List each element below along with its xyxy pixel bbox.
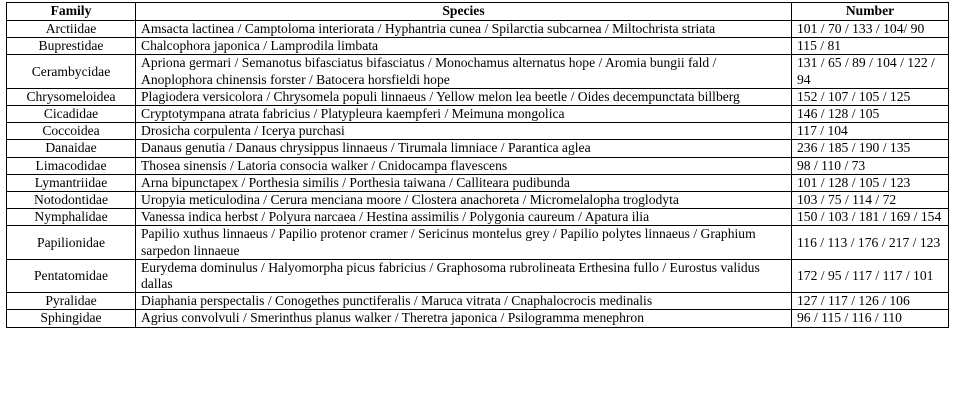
- species-cell: Amsacta lactinea / Camptoloma interiorat…: [135, 19, 792, 39]
- number-cell: 115 / 81: [791, 37, 949, 56]
- table-row: Arctiidae Amsacta lactinea / Camptoloma i…: [6, 19, 949, 39]
- family-cell: Notodontidae: [6, 191, 136, 210]
- number-cell: 101 / 70 / 133 / 104/ 90: [791, 19, 949, 39]
- table-row: Pentatomidae Eurydema dominulus / Halyomo…: [6, 258, 949, 294]
- species-cell: Vanessa indica herbst / Polyura narcaea …: [135, 208, 792, 227]
- table-row: Cicadidae Cryptotympana atrata fabricius …: [6, 105, 949, 124]
- table-body: Arctiidae Amsacta lactinea / Camptoloma i…: [6, 19, 949, 328]
- species-cell: Cryptotympana atrata fabricius / Platypl…: [135, 105, 792, 124]
- table-row: Pyralidae Diaphania perspectalis / Conoge…: [6, 292, 949, 311]
- number-cell: 172 / 95 / 117 / 117 / 101: [791, 258, 949, 294]
- species-cell: Plagiodera versicolora / Chrysomela popu…: [135, 87, 792, 107]
- species-cell: Apriona germari / Semanotus bifasciatus …: [135, 54, 792, 89]
- family-cell: Arctiidae: [6, 19, 136, 39]
- species-cell: Thosea sinensis / Latoria consocia walke…: [135, 156, 792, 175]
- family-cell: Pentatomidae: [6, 258, 136, 294]
- table-row: Nymphalidae Vanessa indica herbst / Polyu…: [6, 208, 949, 227]
- header-row: Family Species Number: [6, 2, 949, 21]
- family-cell: Cicadidae: [6, 105, 136, 124]
- number-cell: 98 / 110 / 73: [791, 156, 949, 175]
- number-cell: 150 / 103 / 181 / 169 / 154: [791, 208, 949, 227]
- table-row: Buprestidae Chalcophora japonica / Lampro…: [6, 37, 949, 56]
- table-row: Lymantriidae Arna bipunctapex / Porthesia…: [6, 173, 949, 193]
- species-cell: Uropyia meticulodina / Cerura menciana m…: [135, 191, 792, 210]
- family-cell: Cerambycidae: [6, 54, 136, 89]
- family-cell: Chrysomeloidea: [6, 87, 136, 107]
- species-cell: Eurydema dominulus / Halyomorpha picus f…: [135, 258, 792, 294]
- family-cell: Buprestidae: [6, 37, 136, 56]
- header-number: Number: [791, 2, 949, 21]
- species-cell: Arna bipunctapex / Porthesia similis / P…: [135, 173, 792, 193]
- species-cell: Drosicha corpulenta / Icerya purchasi: [135, 122, 792, 141]
- species-table-container: Family Species Number Arctiidae Amsacta l…: [6, 2, 949, 328]
- table-row: Coccoidea Drosicha corpulenta / Icerya pu…: [6, 122, 949, 141]
- species-table: Family Species Number Arctiidae Amsacta l…: [6, 2, 949, 328]
- table-row: Sphingidae Agrius convolvuli / Smerinthus…: [6, 309, 949, 328]
- family-cell: Papilionidae: [6, 225, 136, 260]
- table-row: Limacodidae Thosea sinensis / Latoria con…: [6, 156, 949, 175]
- number-cell: 127 / 117 / 126 / 106: [791, 292, 949, 311]
- family-cell: Coccoidea: [6, 122, 136, 141]
- family-cell: Sphingidae: [6, 309, 136, 328]
- table-row: Papilionidae Papilio xuthus linnaeus / Pa…: [6, 225, 949, 260]
- number-cell: 152 / 107 / 105 / 125: [791, 87, 949, 107]
- number-cell: 117 / 104: [791, 122, 949, 141]
- number-cell: 101 / 128 / 105 / 123: [791, 173, 949, 193]
- header-family: Family: [6, 2, 136, 21]
- family-cell: Danaidae: [6, 139, 136, 158]
- table-row: Danaidae Danaus genutia / Danaus chrysipp…: [6, 139, 949, 158]
- number-cell: 96 / 115 / 116 / 110: [791, 309, 949, 328]
- species-cell: Chalcophora japonica / Lamprodila limbat…: [135, 37, 792, 56]
- family-cell: Pyralidae: [6, 292, 136, 311]
- family-cell: Limacodidae: [6, 156, 136, 175]
- table-row: Notodontidae Uropyia meticulodina / Cerur…: [6, 191, 949, 210]
- species-cell: Agrius convolvuli / Smerinthus planus wa…: [135, 309, 792, 328]
- family-cell: Lymantriidae: [6, 173, 136, 193]
- header-species: Species: [135, 2, 792, 21]
- family-cell: Nymphalidae: [6, 208, 136, 227]
- species-cell: Danaus genutia / Danaus chrysippus linna…: [135, 139, 792, 158]
- number-cell: 236 / 185 / 190 / 135: [791, 139, 949, 158]
- table-row: Chrysomeloidea Plagiodera versicolora / C…: [6, 87, 949, 107]
- number-cell: 116 / 113 / 176 / 217 / 123: [791, 225, 949, 260]
- species-cell: Papilio xuthus linnaeus / Papilio proten…: [135, 225, 792, 260]
- table-row: Cerambycidae Apriona germari / Semanotus …: [6, 54, 949, 89]
- number-cell: 146 / 128 / 105: [791, 105, 949, 124]
- number-cell: 131 / 65 / 89 / 104 / 122 / 94: [791, 54, 949, 89]
- species-cell: Diaphania perspectalis / Conogethes punc…: [135, 292, 792, 311]
- number-cell: 103 / 75 / 114 / 72: [791, 191, 949, 210]
